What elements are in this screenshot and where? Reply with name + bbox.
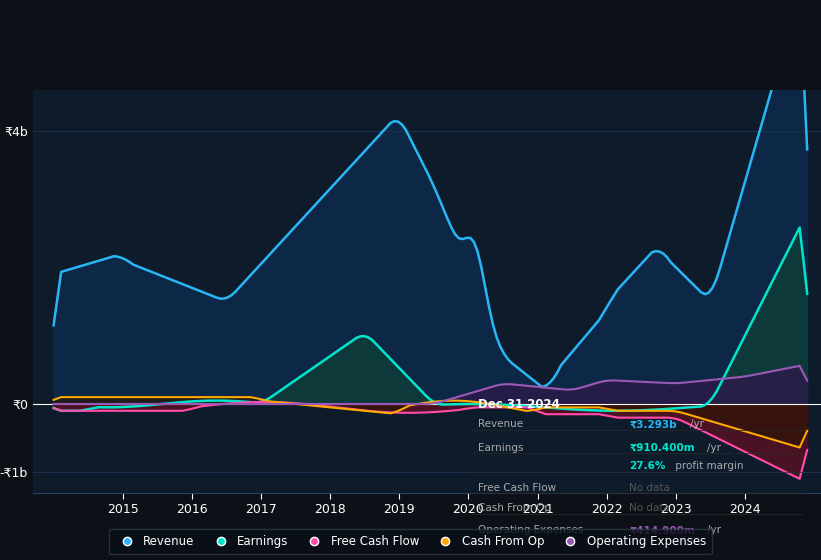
Text: Revenue: Revenue bbox=[478, 419, 523, 430]
Text: ₹414.900m: ₹414.900m bbox=[630, 525, 695, 535]
Text: /yr: /yr bbox=[707, 525, 721, 535]
Text: /yr: /yr bbox=[707, 443, 721, 453]
Text: /yr: /yr bbox=[690, 419, 704, 430]
Text: No data: No data bbox=[630, 503, 670, 514]
Text: ₹910.400m: ₹910.400m bbox=[630, 443, 695, 453]
Text: Earnings: Earnings bbox=[478, 443, 523, 453]
Text: profit margin: profit margin bbox=[672, 461, 744, 472]
Text: ₹3.293b: ₹3.293b bbox=[630, 419, 677, 430]
Text: 27.6%: 27.6% bbox=[630, 461, 666, 472]
Legend: Revenue, Earnings, Free Cash Flow, Cash From Op, Operating Expenses: Revenue, Earnings, Free Cash Flow, Cash … bbox=[109, 529, 712, 554]
Text: Cash From Op: Cash From Op bbox=[478, 503, 551, 514]
Text: No data: No data bbox=[630, 483, 670, 493]
Text: Free Cash Flow: Free Cash Flow bbox=[478, 483, 556, 493]
Text: Operating Expenses: Operating Expenses bbox=[478, 525, 583, 535]
Text: Dec 31 2024: Dec 31 2024 bbox=[478, 398, 560, 410]
